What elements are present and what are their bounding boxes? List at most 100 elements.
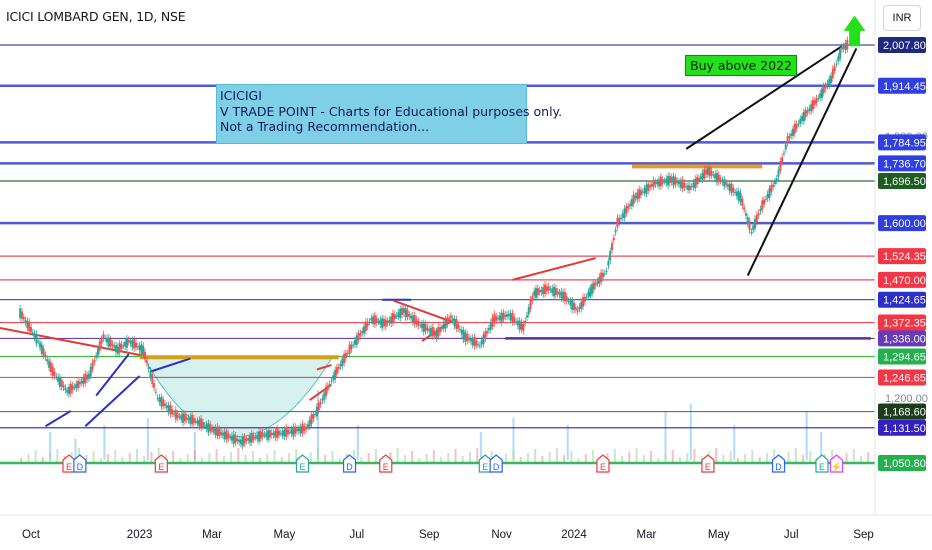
candle-body [837,56,840,62]
candle-body [156,397,159,399]
time-tick: May [274,529,296,541]
candle-body [60,379,63,388]
time-tick: Sep [853,529,873,541]
candle-body [766,193,769,199]
volume-bar [490,451,493,462]
candle-body [697,178,700,181]
price-label-bg [878,419,926,436]
candle-body [415,319,418,325]
candle-body [554,287,557,296]
candle-body [609,250,612,261]
candle-body [375,318,378,323]
candle-body [735,191,738,197]
candle-body [621,213,624,218]
candle-body [527,307,530,315]
candle-body [373,315,376,325]
candle-body [468,337,471,340]
wedge-upper [685,45,843,150]
candle-body [616,217,619,228]
candle-body [757,213,760,216]
volume-bar [794,448,797,462]
candle-body [247,438,250,441]
candle-body [71,385,74,391]
volume-bar [715,448,718,462]
candle-body [612,237,615,241]
candle-body [95,355,98,358]
candle-body [277,430,280,436]
volume-bar [736,458,739,462]
candle-body [78,381,81,385]
candle-body [431,327,434,337]
time-tick: 2024 [561,529,587,541]
candle-body [464,332,467,342]
candle-body [207,423,210,433]
candle-body [560,291,563,299]
candle-body [303,426,306,431]
event-markers: E D E E D E E D E E D E ⚡ [62,454,844,473]
candle-body [531,296,534,301]
currency-button[interactable]: INR [883,5,921,31]
drawings [0,15,871,428]
candle-body [198,419,201,427]
price-labels: 1,800.001,200.002,007.801,914.451,784.95… [878,37,928,471]
volume-bar [280,457,283,462]
candle-body [448,317,451,321]
candle-body [797,123,800,125]
volume-bar [606,453,609,462]
candle-body [469,338,472,342]
candle-body [614,230,617,233]
candle-body [73,386,76,388]
volume-bar [425,454,428,462]
candle-body [466,333,469,341]
flag-line [316,364,332,371]
volume-bar [230,452,233,462]
volume-bar [479,432,482,460]
event-marker [596,454,610,473]
candle-body [437,327,440,337]
volume-bar [555,448,558,462]
candle-body [725,182,728,185]
volume-bar [541,456,544,462]
candle-body [172,413,175,415]
price-label-bg [878,134,926,151]
candle-body [419,324,422,326]
candle-body [844,43,847,51]
candle-body [353,340,356,345]
plot-area [0,0,875,515]
volume-bar [172,451,175,462]
candle-body [283,429,286,437]
candle-body [292,426,295,437]
candle-body [399,308,402,319]
volume-bar [570,451,573,462]
volume-bar [613,449,616,462]
candle-body [558,292,561,295]
time-tick: Mar [202,529,222,541]
candle-body [48,360,51,368]
volume-bar [512,450,515,462]
volume-bar [146,418,149,460]
candle-body [31,332,34,334]
candle-body [822,85,825,94]
channel-line [95,353,130,397]
candle-body [86,374,89,380]
candle-body [194,421,197,423]
volume-bar [251,451,254,462]
candle-body [647,183,650,191]
candle-body [334,370,337,380]
candle-body [810,104,813,112]
candle-body [344,353,347,358]
candle-body [209,424,212,432]
candle-body [513,317,516,322]
candle-body [268,430,271,438]
candle-body [221,433,224,436]
candle-body [489,322,492,330]
candle-body [392,313,394,323]
candle-body [477,344,480,346]
candle-body [795,123,798,129]
candle-body [685,186,688,188]
candle-body [154,391,157,393]
candle-body [310,414,313,424]
candle-body [142,345,145,356]
candle-body [263,434,266,436]
